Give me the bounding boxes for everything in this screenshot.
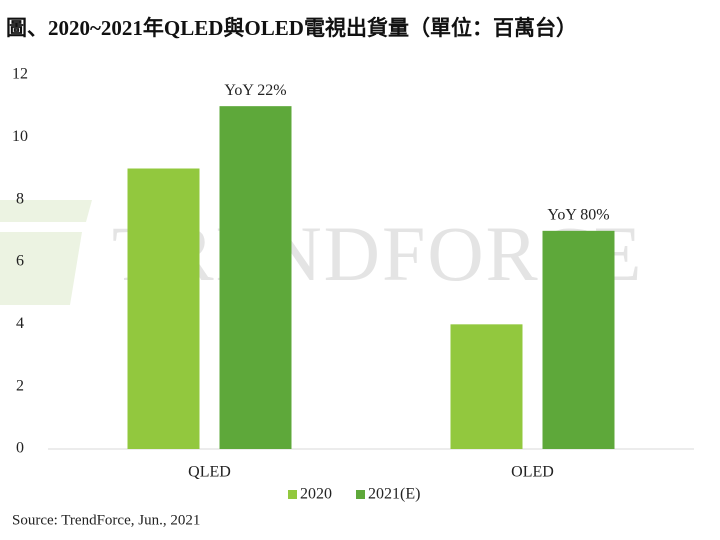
chart-title: 圖、2020~2021年QLED與OLED電視出貨量（單位：百萬台） bbox=[6, 16, 577, 40]
x-tick-label: OLED bbox=[511, 464, 554, 481]
bar bbox=[542, 230, 615, 449]
legend-label: 2020 bbox=[300, 486, 332, 503]
y-tick-label: 8 bbox=[16, 190, 24, 207]
y-tick-label: 0 bbox=[16, 440, 24, 457]
watermark-logo bbox=[0, 232, 82, 305]
x-tick-label: QLED bbox=[188, 464, 231, 481]
y-tick-label: 2 bbox=[16, 377, 24, 394]
watermark-logo bbox=[0, 200, 92, 222]
annotation: YoY 22% bbox=[224, 82, 286, 99]
legend-swatch bbox=[288, 490, 297, 499]
y-tick-label: 10 bbox=[12, 128, 28, 145]
bar bbox=[450, 324, 523, 449]
y-tick-label: 6 bbox=[16, 253, 24, 270]
annotation: YoY 80% bbox=[547, 207, 609, 224]
legend-label: 2021(E) bbox=[368, 486, 420, 503]
bar bbox=[219, 106, 292, 450]
y-tick-label: 12 bbox=[12, 66, 28, 83]
bar bbox=[127, 168, 200, 449]
source: Source: TrendForce, Jun., 2021 bbox=[12, 512, 200, 528]
legend-swatch bbox=[356, 490, 365, 499]
y-tick-label: 4 bbox=[16, 315, 24, 332]
